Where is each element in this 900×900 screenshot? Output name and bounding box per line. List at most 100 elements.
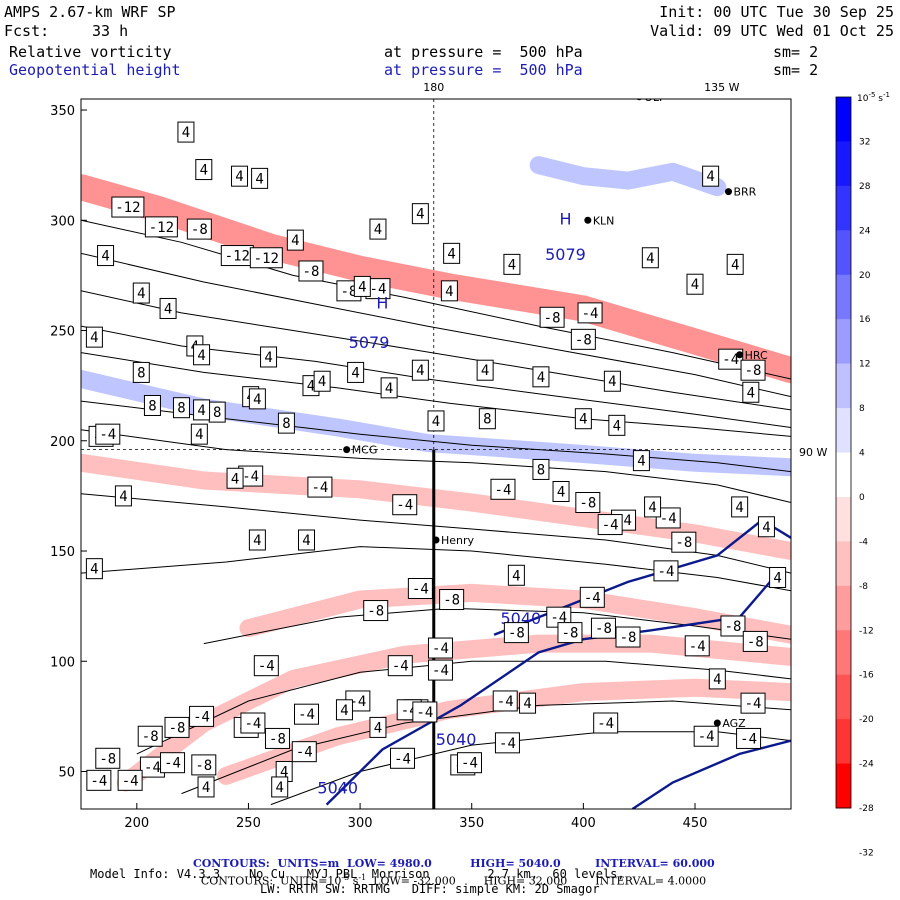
contour-label-52: 8	[213, 405, 221, 421]
station-dot-kln	[584, 216, 592, 224]
contour-label-39: 4	[747, 385, 755, 401]
contour-label-box-69	[731, 496, 749, 518]
station-label-mcg: MCG	[352, 444, 378, 457]
colorbar-cell-0	[836, 97, 851, 142]
contour-label-box-96	[387, 655, 413, 677]
contour-label-box-40	[132, 361, 150, 383]
contour-label-33: -4	[722, 352, 739, 368]
contour-label-73: 4	[648, 500, 656, 516]
contour-label-19: 4	[90, 330, 98, 346]
vorticity-contour-1	[81, 252, 791, 398]
colorbar-cell-7	[836, 408, 851, 453]
contour-label-103: 4	[340, 703, 348, 719]
contour-label-63: 8	[537, 462, 545, 478]
contour-label-89: -8	[620, 630, 637, 646]
vorticity-band-0	[81, 174, 791, 384]
height-low-value: 4980.0	[389, 857, 432, 870]
y-tick-label-100: 100	[50, 655, 75, 670]
contour-label-18: 4	[137, 286, 145, 302]
model-title: AMPS 2.67-km WRF SP	[4, 3, 176, 21]
contour-label-9: 4	[291, 233, 299, 249]
contour-label-91: -8	[508, 626, 525, 642]
contour-label-108: -8	[169, 720, 186, 736]
height-low-label: LOW=	[346, 857, 386, 870]
contour-label-45: 4	[385, 381, 393, 397]
contour-label-113: -4	[416, 705, 433, 721]
contour-label-box-34	[740, 359, 766, 381]
geopotential-label-0: 5040	[317, 779, 358, 798]
colorbar-tick-10: -8	[859, 582, 868, 592]
contour-label-box-4	[411, 203, 429, 225]
contour-label-120: -8	[99, 751, 116, 767]
contour-label-box-122	[160, 752, 186, 774]
contour-label-box-48	[608, 414, 626, 436]
contour-label-129: 4	[275, 780, 283, 796]
contour-label-37: 4	[537, 370, 545, 386]
contour-label-131: -4	[461, 756, 478, 772]
high-marker-2: H	[559, 210, 571, 229]
contours-vorticity-line: CONTOURS: UNITS=10-5 s-1 LOW= -32.000 HI…	[194, 852, 706, 890]
contour-label-43: 4	[307, 379, 315, 395]
y-tick-label-300: 300	[50, 214, 75, 229]
contour-label-72: -4	[602, 518, 619, 534]
contour-label-92: -4	[689, 639, 706, 655]
contour-label-box-83	[439, 589, 465, 611]
contour-label-56: 4	[253, 392, 261, 408]
colorbar-cell-12	[836, 630, 851, 676]
contour-label-box-42	[277, 412, 295, 434]
contour-label-122: -4	[164, 756, 181, 772]
contour-label-box-79	[507, 564, 525, 586]
contour-label-24: -4	[582, 306, 599, 322]
contour-label-116: -4	[698, 729, 715, 745]
contour-label-14: -4	[370, 282, 387, 298]
high-marker-3: 5079	[545, 245, 586, 264]
high-marker-0: H	[376, 293, 388, 312]
colorbar-tick-4: 16	[859, 315, 871, 325]
vorticity-contour-11	[181, 700, 791, 795]
contour-label-36: 4	[481, 363, 489, 379]
contour-label-box-24	[577, 302, 603, 324]
contour-label-box-56	[248, 388, 266, 410]
contour-label-box-36	[476, 359, 494, 381]
contour-label-65: -4	[495, 482, 512, 498]
colorbar-tick-2: 24	[859, 226, 871, 236]
geopotential-contour-2	[631, 739, 791, 809]
colorbar-tick-7: 4	[859, 449, 865, 459]
contour-label-12: -8	[303, 264, 320, 280]
contour-label-box-107	[189, 705, 215, 727]
contour-label-54: 4	[197, 403, 205, 419]
colorbar-cell-4	[836, 274, 851, 320]
contour-label-75: 4	[119, 489, 127, 505]
colorbar-cell-5	[836, 319, 851, 365]
contour-label-128: 4	[202, 780, 210, 796]
contour-label-44: 4	[351, 365, 359, 381]
contour-label-box-50	[313, 370, 331, 392]
station-dot-mcg	[343, 446, 351, 454]
model-info-physics: LW: RRTM SW: RRTMG DIFF: simple KM: 2D S…	[260, 882, 600, 896]
field1-pressure: at pressure = 500 hPa	[384, 43, 583, 61]
contour-label-40: 8	[137, 365, 145, 381]
contour-label-box-118	[494, 732, 520, 754]
colorbar-cell-2	[836, 185, 851, 231]
contour-label-box-5	[369, 218, 387, 240]
contour-label-box-60	[307, 476, 333, 498]
contour-label-88: -8	[595, 621, 612, 637]
x-tick-label-400: 400	[571, 816, 596, 831]
colorbar-cell-11	[836, 585, 851, 631]
station-label-henry: Henry	[441, 534, 475, 547]
contours-height-line: CONTOURS: UNITS=m LOW= 4980.0 HIGH= 5040…	[185, 838, 715, 872]
contour-label-box-72	[597, 514, 623, 536]
contour-label-box-41	[172, 397, 190, 419]
init-time: Init: 00 UTC Tue 30 Sep 25	[659, 3, 894, 21]
contour-label-121: -4	[144, 760, 161, 776]
contour-label-box-119	[291, 741, 317, 763]
colorbar-tick-9: -4	[859, 537, 868, 547]
contour-label-101: -4	[349, 694, 366, 710]
contour-label-box-37	[532, 366, 550, 388]
contour-label-123: -8	[195, 758, 212, 774]
contour-label-box-68	[655, 507, 681, 529]
vorticity-contour-12	[270, 731, 791, 806]
contour-label-box-51	[143, 394, 161, 416]
contour-label-box-18	[132, 282, 150, 304]
contour-label-16: 4	[101, 249, 109, 265]
